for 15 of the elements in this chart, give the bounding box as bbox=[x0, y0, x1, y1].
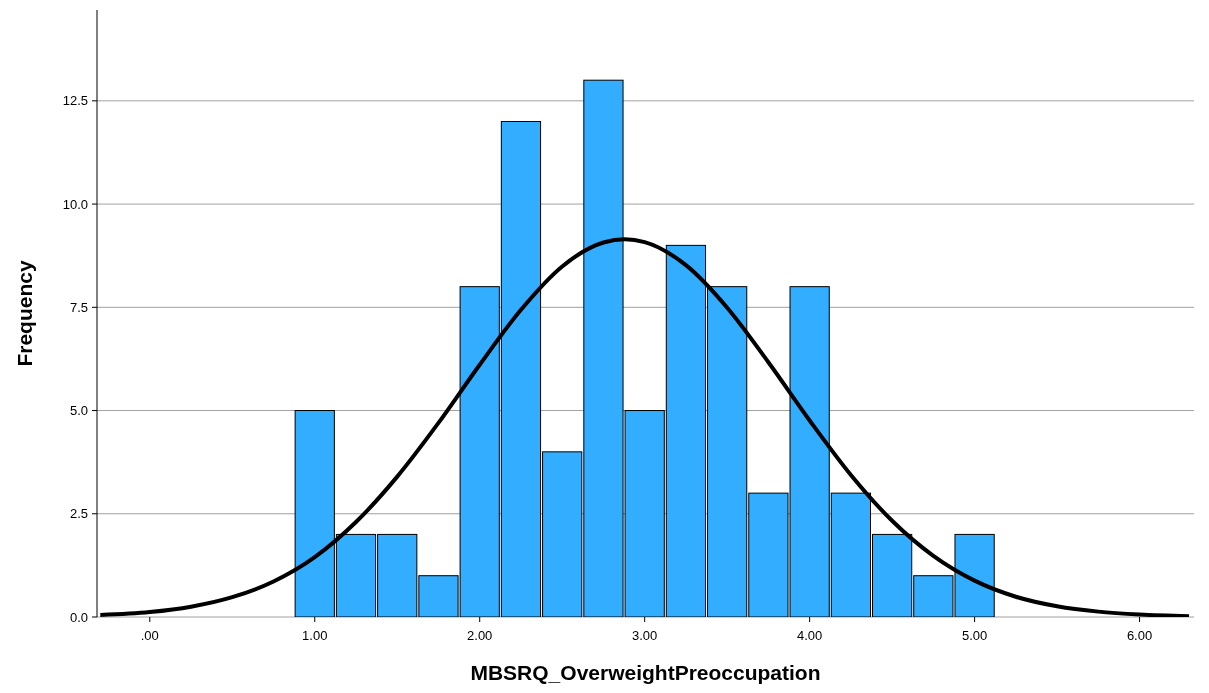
x-tick-label: 4.00 bbox=[796, 628, 823, 643]
y-axis-title: Frequency bbox=[13, 260, 36, 367]
x-tick-label: 5.00 bbox=[961, 628, 988, 643]
y-tick-label: 7.5 bbox=[69, 299, 88, 315]
y-tick-label: 0.0 bbox=[69, 609, 88, 625]
y-tick-label: 2.5 bbox=[69, 506, 88, 522]
x-tick-label: .00 bbox=[140, 628, 159, 643]
y-tick-label: 12.5 bbox=[62, 93, 88, 109]
x-tick-label: 3.00 bbox=[632, 628, 658, 643]
x-tick-label: 6.00 bbox=[1126, 628, 1153, 643]
y-tick-label: 10.0 bbox=[62, 196, 88, 212]
x-axis-title: MBSRQ_OverweightPreoccupation bbox=[470, 661, 821, 684]
x-tick-label: 1.00 bbox=[302, 628, 328, 643]
y-tick-label: 5.0 bbox=[69, 403, 88, 419]
x-tick-label: 2.00 bbox=[467, 628, 493, 643]
